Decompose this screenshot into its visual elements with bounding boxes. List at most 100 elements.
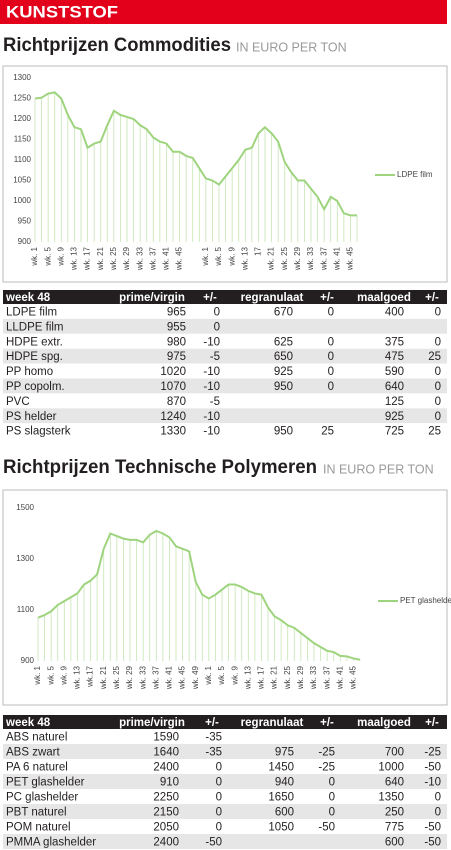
- x-tick-label: wk. 25: [109, 246, 118, 271]
- table-cell: 0: [328, 336, 334, 348]
- table-cell: LDPE film: [6, 306, 57, 318]
- table-cell: 2250: [153, 792, 179, 804]
- table-cell: 1450: [268, 762, 294, 774]
- table-cell: 925: [385, 411, 404, 423]
- table-row-bg: [3, 333, 447, 349]
- x-tick-label: wk. 13: [73, 665, 82, 690]
- x-tick-label: wk. 1: [33, 665, 42, 685]
- table-row-bg: [3, 393, 447, 409]
- table-cell: 1050: [268, 822, 294, 834]
- data-line: [34, 91, 357, 217]
- table-cell: 1020: [160, 366, 186, 378]
- table-cell: -50: [205, 837, 222, 849]
- table-cell: 965: [167, 306, 186, 318]
- table-cell: 950: [274, 381, 293, 393]
- y-tick-label: 1150: [14, 135, 32, 144]
- table-row-bg: [3, 819, 447, 834]
- table-cell: -50: [424, 837, 441, 849]
- table-cell: 640: [385, 381, 404, 393]
- table-cell: 0: [329, 807, 335, 819]
- table-cell: PS slagsterk: [6, 426, 71, 438]
- table-cell: -10: [203, 366, 220, 378]
- x-tick-label: wk. 41: [335, 665, 344, 690]
- table-header-bg: [3, 290, 447, 304]
- table-cell: 0: [329, 777, 335, 789]
- table-cell: 0: [216, 822, 222, 834]
- x-tick-label: wk. 13: [243, 665, 252, 690]
- table-row-bg: [3, 348, 447, 364]
- table-cell: -25: [318, 762, 335, 774]
- x-tick-label: wk. 45: [178, 665, 187, 690]
- table-row-bg: [3, 363, 447, 379]
- x-tick-label: wk. 17: [83, 246, 92, 271]
- table-cell: PVC: [6, 396, 30, 408]
- table-cell: 2150: [153, 807, 179, 819]
- table-cell: 0: [328, 306, 334, 318]
- table-cell: LLDPE film: [6, 321, 64, 333]
- table-header: prime/virgin: [119, 717, 185, 729]
- table-cell: 475: [385, 351, 404, 363]
- table-header: week 48: [5, 292, 51, 304]
- table-cell: 25: [428, 351, 441, 363]
- x-tick-label: wk. 25: [112, 665, 121, 690]
- y-tick-label: 1100: [17, 605, 35, 614]
- table-cell: PMMA glashelder: [6, 837, 96, 849]
- x-tick-label: wk. 5: [43, 246, 52, 266]
- y-tick-label: 1250: [13, 94, 31, 103]
- table-row-bg: [3, 378, 447, 394]
- table-cell: 650: [274, 351, 293, 363]
- x-tick-label: wk. 9: [59, 665, 68, 685]
- table-row-bg: [3, 804, 447, 819]
- table-cell: 2050: [153, 822, 179, 834]
- table-header: regranulaat: [241, 717, 304, 729]
- table-cell: -10: [203, 336, 220, 348]
- header-title: KUNSTSTOF: [6, 2, 118, 21]
- table-cell: HDPE extr.: [6, 336, 63, 348]
- table-cell: 925: [274, 366, 293, 378]
- x-tick-label: wk. 45: [349, 665, 358, 690]
- x-tick-label: wk. 41: [165, 665, 174, 690]
- table-header: prime/virgin: [119, 292, 185, 304]
- table-header-bg: [3, 715, 447, 729]
- x-tick-label: wk.17: [86, 665, 95, 687]
- y-tick-label: 1200: [13, 114, 31, 123]
- table-header: +/-: [205, 717, 219, 729]
- table-cell: 0: [214, 306, 220, 318]
- x-tick-label: wk. 45: [175, 246, 184, 271]
- table-cell: 2400: [153, 837, 179, 849]
- table-cell: 600: [385, 837, 404, 849]
- table-row-bg: [3, 834, 447, 849]
- table-cell: ABS naturel: [6, 732, 67, 744]
- x-tick-label: wk. 41: [162, 246, 171, 271]
- table-cell: 0: [435, 381, 441, 393]
- y-tick-label: 1300: [13, 73, 31, 82]
- y-tick-label: 1300: [16, 554, 34, 563]
- table-cell: 910: [160, 777, 179, 789]
- table-header: week 48: [5, 717, 51, 729]
- table-cell: 980: [167, 336, 186, 348]
- x-tick-label: wk. 5: [214, 246, 223, 266]
- x-tick-label: wk. 13: [240, 246, 249, 271]
- y-tick-label: 1000: [13, 196, 31, 205]
- x-tick-label: wk. 33: [309, 665, 318, 690]
- y-tick-label: 1500: [16, 503, 34, 512]
- chart-title: Richtprijzen Technische Polymeren: [3, 457, 317, 478]
- chart-frame: [2, 489, 448, 706]
- table-row-bg: [3, 408, 447, 424]
- y-tick-label: 900: [21, 656, 35, 665]
- chart-subtitle: IN EURO PER TON: [236, 40, 347, 54]
- x-tick-label: wk. 33: [138, 665, 147, 690]
- table-cell: ABS zwart: [6, 747, 60, 759]
- table-cell: -10: [203, 426, 220, 438]
- x-tick-label: wk. 5: [46, 665, 55, 685]
- table-cell: 0: [328, 351, 334, 363]
- table-row-bg: [3, 318, 447, 334]
- data-line: [37, 529, 361, 661]
- x-tick-label: wk. 21: [96, 246, 105, 271]
- x-tick-label: wk. 25: [283, 665, 292, 690]
- table-cell: -50: [424, 762, 441, 774]
- table-header: +/-: [425, 292, 439, 304]
- x-tick-label: wk. 49: [191, 665, 200, 690]
- table-cell: -25: [424, 747, 441, 759]
